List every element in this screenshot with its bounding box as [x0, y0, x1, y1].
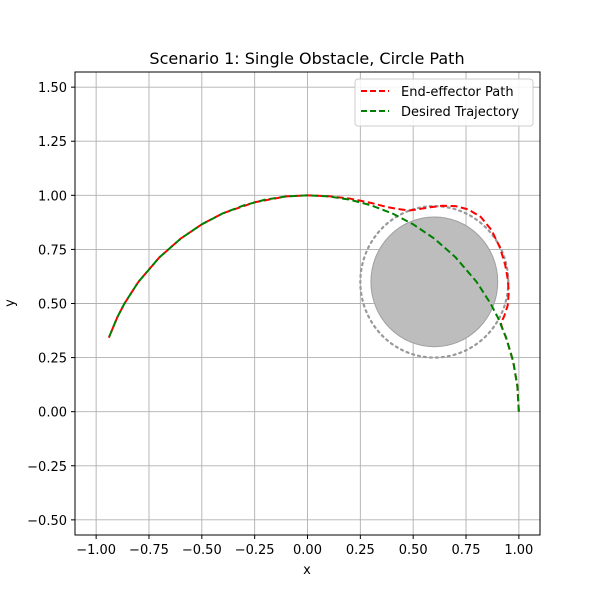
y-tick-label: −0.25	[27, 460, 67, 475]
x-tick-label: −0.50	[182, 543, 222, 558]
y-tick-label: 0.75	[38, 243, 67, 258]
ticks: −1.00 −0.75 −0.50 −0.25 0.00 0.25 0.50 0.75 1.00…	[27, 81, 533, 558]
legend-label-end-effector: End-effector Path	[401, 85, 514, 100]
x-tick-label: −0.25	[235, 543, 275, 558]
x-tick-label: 0.25	[346, 543, 375, 558]
x-tick-label: −1.00	[76, 543, 116, 558]
chart-title: Scenario 1: Single Obstacle, Circle Path	[149, 49, 464, 68]
legend: End-effector Path Desired Trajectory	[354, 78, 534, 127]
y-tick-label: 0.00	[38, 406, 67, 421]
x-tick-label: 0.50	[399, 543, 428, 558]
x-tick-label: −0.75	[129, 543, 169, 558]
y-tick-label: 0.25	[38, 352, 67, 367]
y-axis-label: y	[3, 299, 18, 307]
series-desired-trajectory	[107, 194, 520, 412]
y-tick-label: 1.50	[38, 81, 67, 96]
x-tick-label: 1.00	[504, 543, 533, 558]
series-end-effector-path	[107, 194, 520, 412]
obstacle-safety-margin	[359, 205, 510, 359]
legend-box	[354, 78, 534, 127]
y-tick-label: 1.25	[38, 135, 67, 150]
x-tick-label: 0.75	[452, 543, 481, 558]
plot-area	[107, 194, 520, 412]
legend-label-desired: Desired Trajectory	[401, 105, 519, 120]
y-tick-label: −0.50	[27, 514, 67, 529]
y-tick-label: 1.00	[38, 189, 67, 204]
obstacle-circle	[370, 216, 499, 348]
x-axis-label: x	[303, 563, 311, 578]
y-tick-label: 0.50	[38, 298, 67, 313]
x-tick-label: 0.00	[293, 543, 322, 558]
grid	[75, 72, 540, 535]
